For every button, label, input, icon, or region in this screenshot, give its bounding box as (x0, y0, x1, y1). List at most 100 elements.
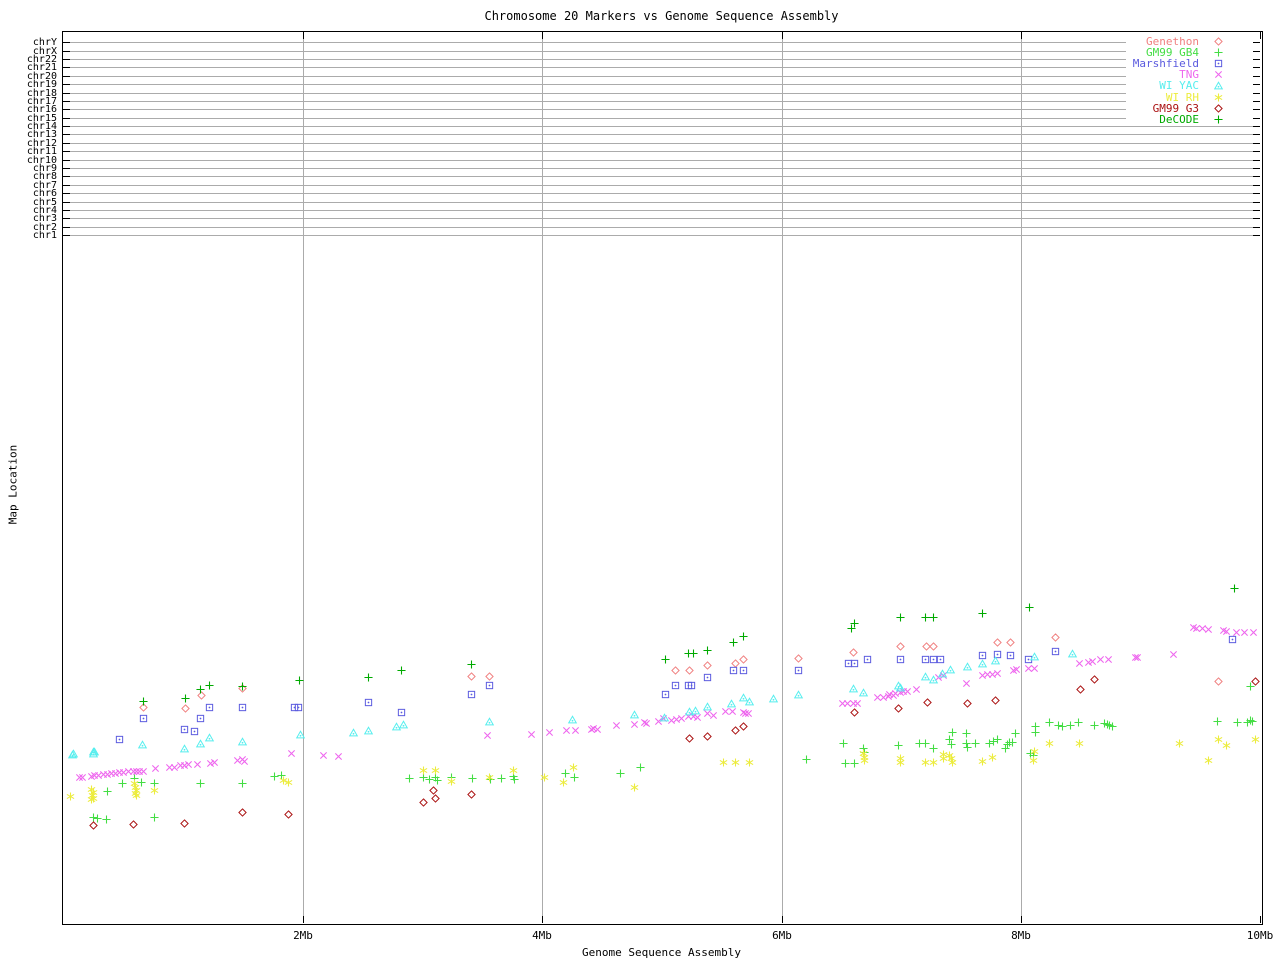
data-point-wi-yac (895, 683, 905, 691)
data-point-wi-yac (485, 717, 494, 725)
data-point-gm99-gb4 (195, 778, 205, 788)
data-point-gm99-gb4 (615, 768, 625, 778)
legend-marker-icon-marshfield (1199, 59, 1237, 68)
data-point-tng (1012, 665, 1020, 673)
data-point-decode (195, 684, 205, 694)
chromosome-label: chr13 (26, 129, 57, 140)
data-point-tng (335, 752, 343, 760)
data-point-marshfield (365, 698, 373, 706)
data-point-decode (661, 654, 671, 664)
legend-label-decode: DeCODE (1159, 112, 1199, 126)
y-tick-right (1253, 93, 1260, 94)
y-tick-left (63, 218, 70, 219)
data-point-wi-rh (860, 755, 869, 765)
data-point-wi-yac (962, 662, 972, 670)
chromosome-line (63, 84, 1260, 85)
data-point-genethon (671, 665, 680, 675)
data-point-marshfield (937, 655, 945, 663)
data-point-gm99-gb4 (1073, 717, 1084, 727)
triangle-dot-icon (1213, 82, 1223, 90)
data-point-gm99-g3 (991, 695, 1001, 705)
data-point-marshfield (661, 690, 670, 698)
chromosome-label: chr14 (26, 121, 57, 132)
data-point-gm99-gb4 (1010, 728, 1020, 738)
data-point-tng (1249, 628, 1257, 636)
chromosome-line (63, 168, 1260, 169)
data-point-marshfield (116, 735, 124, 743)
data-point-wi-rh (745, 757, 754, 767)
y-tick-right (1253, 109, 1260, 110)
legend-label-gm99-g3: GM99 G3 (1152, 101, 1199, 115)
data-point-wi-yac (138, 740, 147, 748)
data-point-wi-yac (858, 688, 868, 696)
data-point-genethon (1051, 632, 1060, 642)
chromosome-label: chr16 (26, 104, 57, 115)
data-point-gm99-gb4 (1247, 716, 1257, 726)
data-point-wi-yac (946, 665, 955, 673)
data-point-wi-yac (660, 713, 669, 721)
y-tick-left (63, 160, 70, 161)
legend-label-genethon: Genethon (1146, 35, 1199, 49)
x-tick-top (1260, 32, 1261, 39)
data-point-tng (545, 728, 554, 736)
data-point-marshfield (294, 703, 302, 711)
y-tick-right (1253, 202, 1260, 203)
data-point-gm99-gb4 (468, 773, 478, 783)
data-point-wi-yac (691, 706, 700, 714)
data-point-wi-yac (399, 720, 408, 728)
data-point-wi-yac (237, 737, 247, 745)
data-point-wi-rh (718, 757, 728, 767)
legend-marker-icon-genethon (1199, 37, 1237, 46)
data-point-gm99-gb4 (237, 778, 247, 788)
y-tick-left (63, 168, 70, 169)
data-point-tng (913, 685, 921, 693)
chromosome-label: chr6 (32, 188, 57, 199)
chromosome-line (63, 218, 1260, 219)
data-point-wi-yac (205, 733, 214, 741)
legend-marker-icon-gm99-g3 (1199, 104, 1237, 113)
y-tick-left (63, 93, 70, 94)
legend: Genethon GM99 GB4 Marshfield TNG WI YAC WI RH… (1126, 36, 1253, 125)
x-tick-top (303, 32, 304, 39)
legend-marker-icon-wi-rh (1199, 92, 1237, 102)
data-point-wi-rh (559, 777, 569, 787)
data-point-gm99-gb4 (894, 740, 904, 750)
chromosome-line (63, 227, 1260, 228)
data-point-genethon (1006, 637, 1015, 647)
data-point-gm99-gb4 (850, 758, 860, 768)
data-point-wi-yac (195, 739, 205, 747)
chromosome-line (63, 118, 1260, 119)
data-point-gm99-g3 (467, 789, 476, 799)
data-point-gm99-g3 (850, 707, 859, 717)
data-point-marshfield (671, 681, 679, 689)
data-point-wi-rh (1251, 734, 1260, 744)
data-point-gm99-g3 (237, 807, 247, 817)
y-tick-left (63, 227, 70, 228)
data-point-marshfield (196, 714, 204, 722)
data-point-wi-rh (1030, 746, 1039, 756)
y-tick-left (63, 67, 70, 68)
data-point-wi-yac (349, 728, 358, 736)
chromosome-line (63, 193, 1260, 194)
y-tick-right (1253, 227, 1260, 228)
y-tick-left (63, 101, 70, 102)
legend-marker-icon-wi-yac (1199, 81, 1237, 90)
x-tick-label: 8Mb (1011, 929, 1031, 942)
data-point-marshfield (206, 703, 214, 711)
y-tick-left (63, 76, 70, 77)
x-tick-label: 4Mb (532, 929, 552, 942)
legend-label-wi-yac: WI YAC (1159, 79, 1199, 93)
chromosome-label: chr7 (32, 180, 57, 191)
x-gridline (303, 32, 304, 922)
legend-row-wi-rh: WI RH (1126, 91, 1253, 103)
data-point-tng (993, 669, 1001, 677)
data-point-tng (709, 711, 718, 719)
data-point-wi-rh (730, 757, 740, 767)
data-point-wi-yac (568, 715, 577, 723)
data-point-wi-rh (150, 785, 159, 795)
x-gridline (542, 32, 543, 922)
data-point-tng (140, 767, 148, 775)
data-point-tng (319, 751, 328, 759)
data-point-marshfield (1006, 651, 1014, 659)
data-point-tng (1030, 664, 1038, 672)
